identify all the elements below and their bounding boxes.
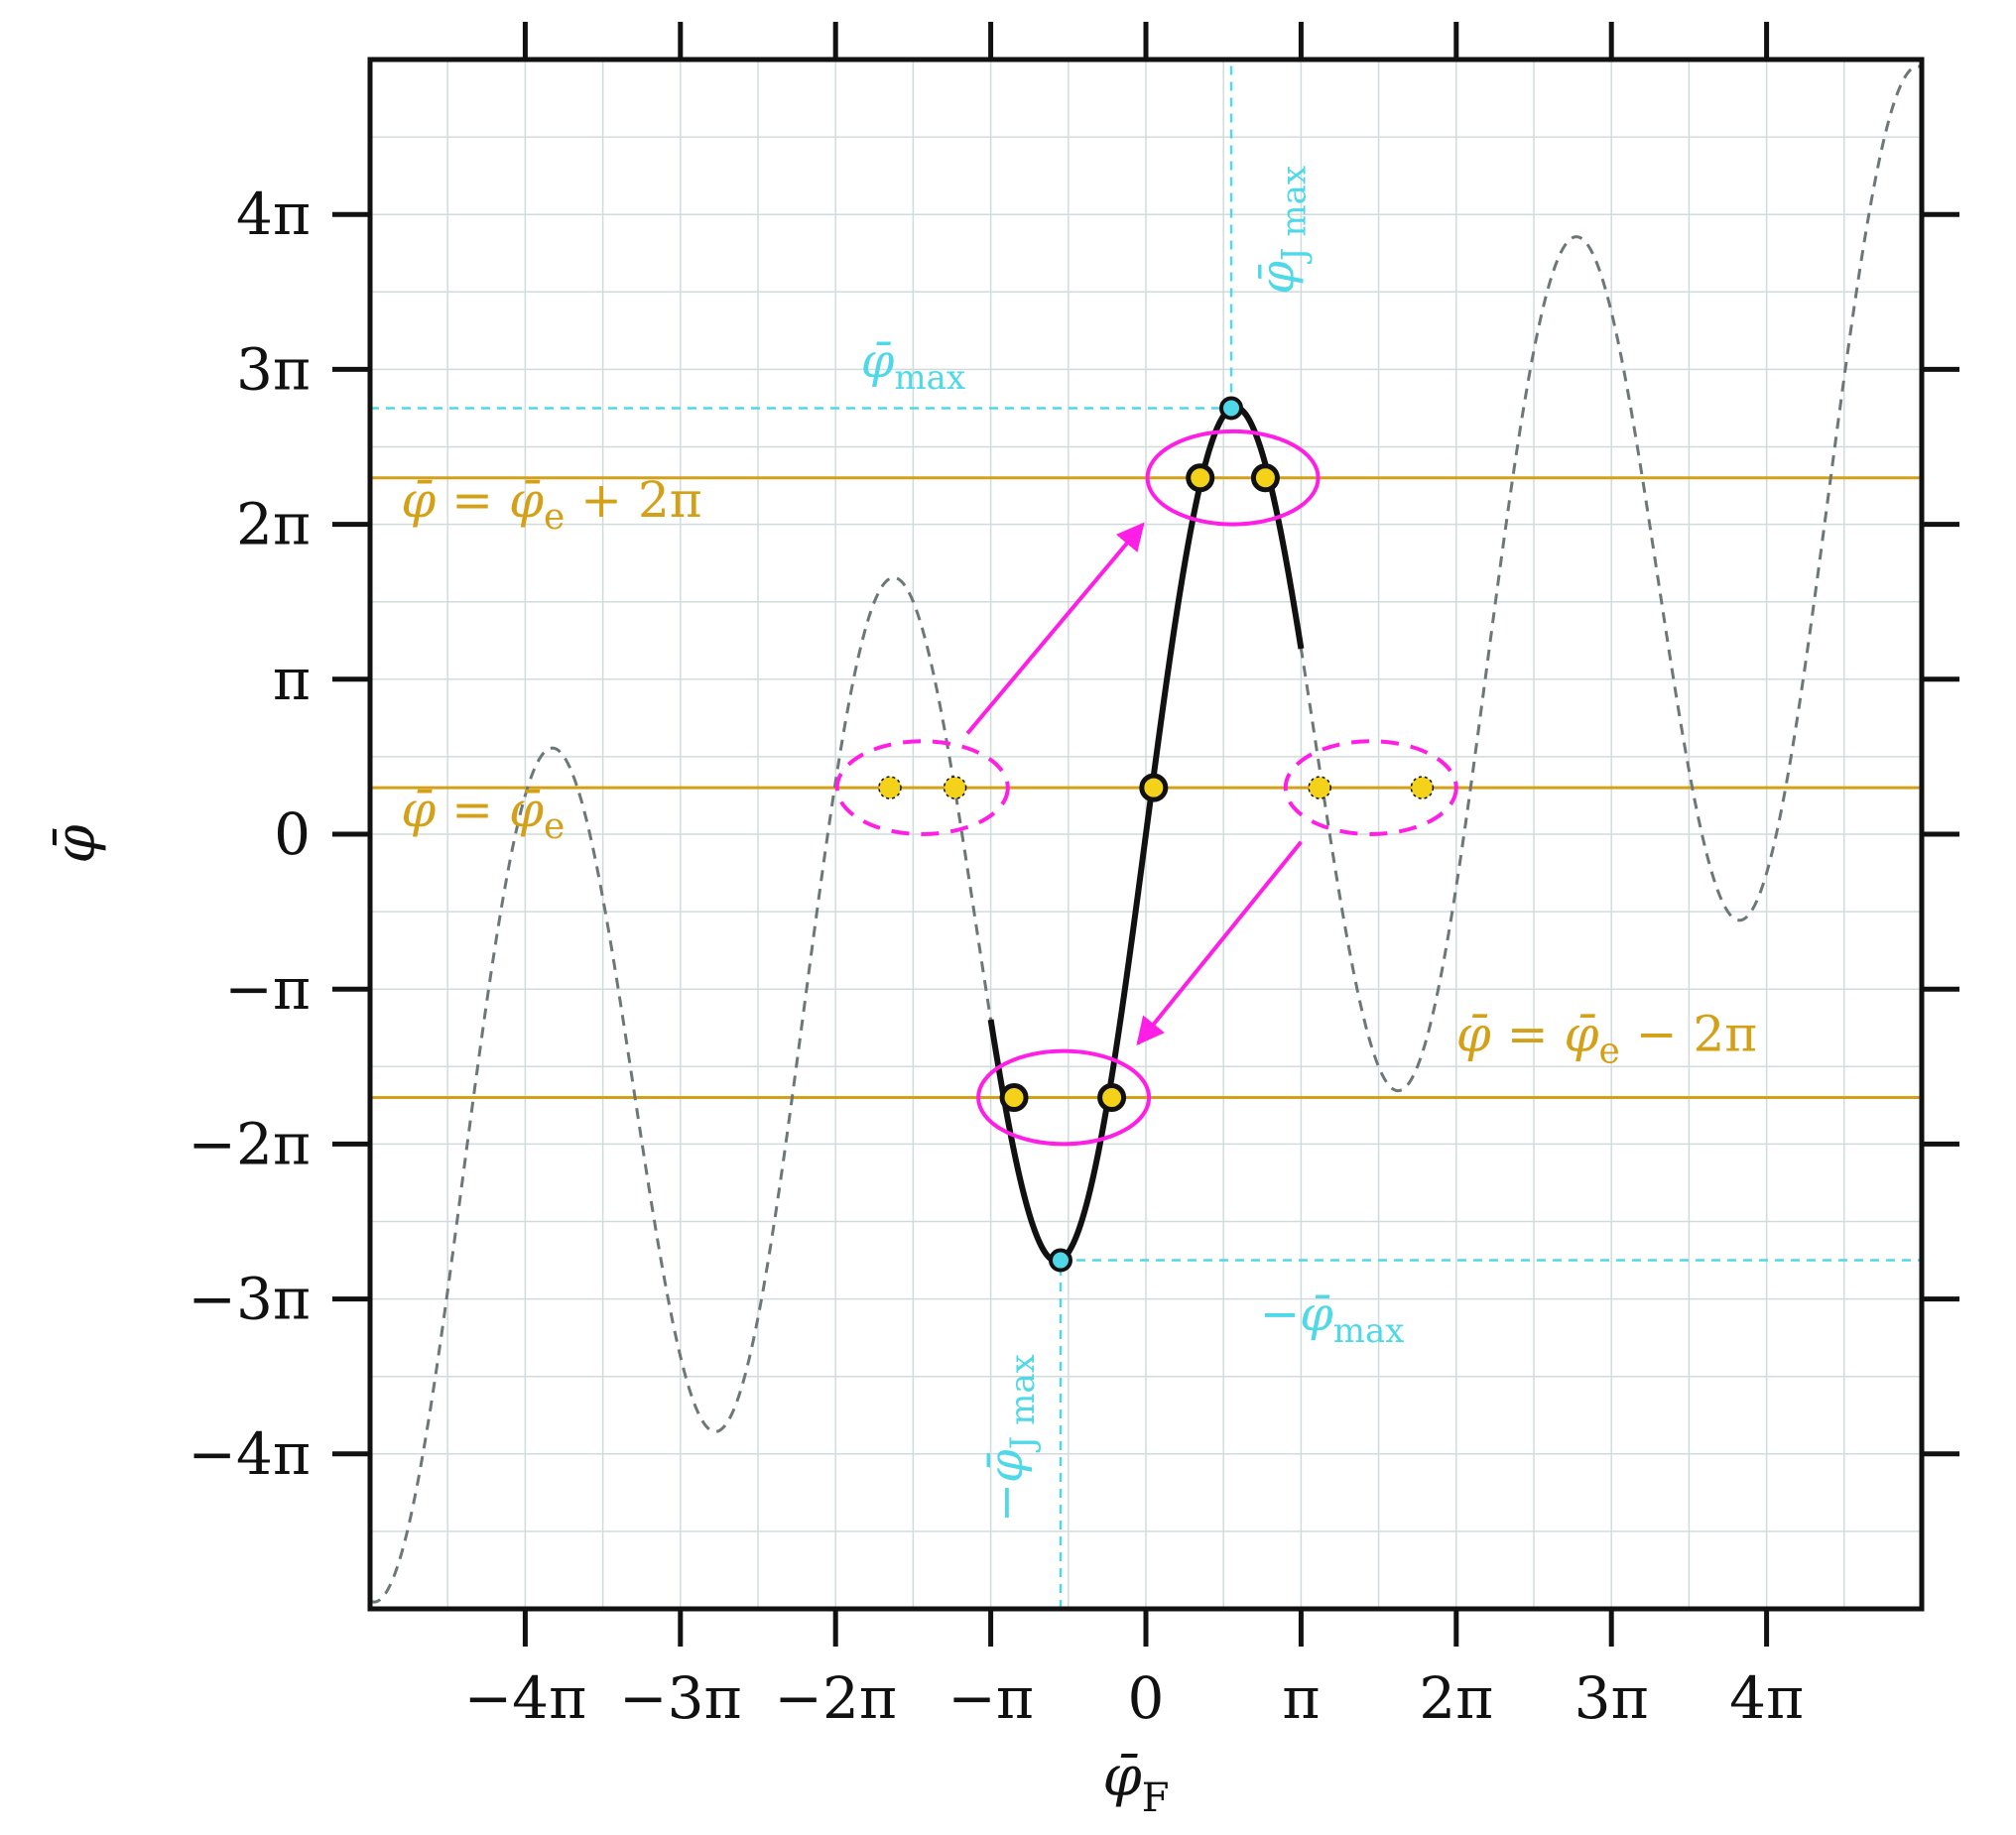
cyan-ref-label: φ̄J max [1250, 166, 1315, 295]
magenta-arrow [965, 522, 1145, 735]
solution-point [1250, 463, 1280, 493]
cyan-ref-label-main: φ̄ [1250, 261, 1306, 295]
reference-line-label-main: φ̄ = φ̄ [1456, 1006, 1599, 1063]
solution-point [1139, 773, 1169, 802]
x-tick-label: π [1282, 1664, 1320, 1732]
y-tick-label: −2π [188, 1110, 311, 1177]
plot-area [370, 60, 1922, 1609]
solution-point-secondary [1308, 776, 1331, 799]
x-tick-label: 2π [1419, 1664, 1493, 1732]
x-tick-label: −4π [464, 1664, 587, 1732]
dashed-ellipse [834, 739, 1010, 837]
x-tick-label: 3π [1575, 1664, 1649, 1732]
x-axis-title: φ̄F [1103, 1745, 1170, 1821]
x-tick-label: 0 [1128, 1664, 1165, 1732]
solution-point-secondary [943, 776, 967, 799]
x-tick-label: −2π [774, 1664, 897, 1732]
x-axis-title-sub: F [1142, 1775, 1170, 1821]
y-tick-label: π [273, 646, 311, 713]
magenta-arrow [1136, 840, 1303, 1046]
cyan-ref-label-sub: J max [1275, 166, 1315, 264]
solution-point-secondary [1410, 776, 1435, 799]
extremum-point [1219, 396, 1244, 421]
reference-line-label-tail: − 2π [1620, 1006, 1757, 1063]
x-tick-label: −π [947, 1664, 1034, 1732]
cyan-ref-label-main: −φ̄ [1260, 1286, 1333, 1342]
y-tick-label: −3π [188, 1266, 311, 1333]
solution-point [999, 1083, 1029, 1113]
reference-line-label: φ̄ = φ̄e [401, 781, 565, 847]
cyan-ref-label: −φ̄J max [978, 1354, 1043, 1523]
cyan-ref-label-main: φ̄ [861, 333, 895, 389]
y-tick-label: 2π [236, 491, 311, 558]
x-tick-label: −3π [619, 1664, 742, 1732]
y-tick-label: 0 [274, 800, 311, 868]
cyan-ref-label-sub: J max [1003, 1354, 1043, 1452]
cyan-ref-label: −φ̄max [1260, 1286, 1405, 1351]
y-tick-label: 4π [236, 181, 311, 248]
solid-ellipse [976, 1048, 1152, 1147]
solution-point-secondary [878, 776, 902, 799]
extremum-point [1048, 1248, 1072, 1273]
reference-line-label-sub: e [544, 806, 565, 847]
dashed-ellipse [1283, 739, 1458, 837]
reference-line-label-sub: e [1599, 1032, 1620, 1072]
reference-line-label-main: φ̄ = φ̄ [401, 781, 544, 838]
reference-line-label-main: φ̄ = φ̄ [401, 471, 544, 529]
cyan-ref-label-main: −φ̄ [978, 1449, 1034, 1523]
axes-frame [332, 22, 1959, 1647]
annotation-labels: −4π −3π −2π −π 0 π 2π 3π 4π −4π −3π −2π −π 0 π 2π 3π 4π φ̄… [44, 166, 1804, 1821]
solution-point [1186, 463, 1215, 493]
y-tick-label: −π [224, 955, 311, 1023]
series-solid-curve [987, 404, 1305, 1265]
reference-line-label-sub: e [544, 497, 565, 538]
solid-ellipse [1145, 428, 1321, 527]
reference-line-label-tail: + 2π [565, 471, 701, 529]
y-tick-label: 3π [236, 335, 311, 403]
y-tick-label: −4π [188, 1420, 311, 1488]
x-tick-label: 4π [1729, 1664, 1804, 1732]
cyan-ref-label-sub: max [1333, 1311, 1405, 1351]
cyan-ref-label-sub: max [894, 358, 965, 398]
solution-point [1097, 1083, 1127, 1113]
cyan-ref-label: φ̄max [861, 333, 965, 398]
reference-line-label: φ̄ = φ̄e − 2π [1456, 1006, 1757, 1072]
y-axis-title: φ̄ [44, 824, 108, 863]
reference-line-label: φ̄ = φ̄e + 2π [401, 471, 701, 538]
